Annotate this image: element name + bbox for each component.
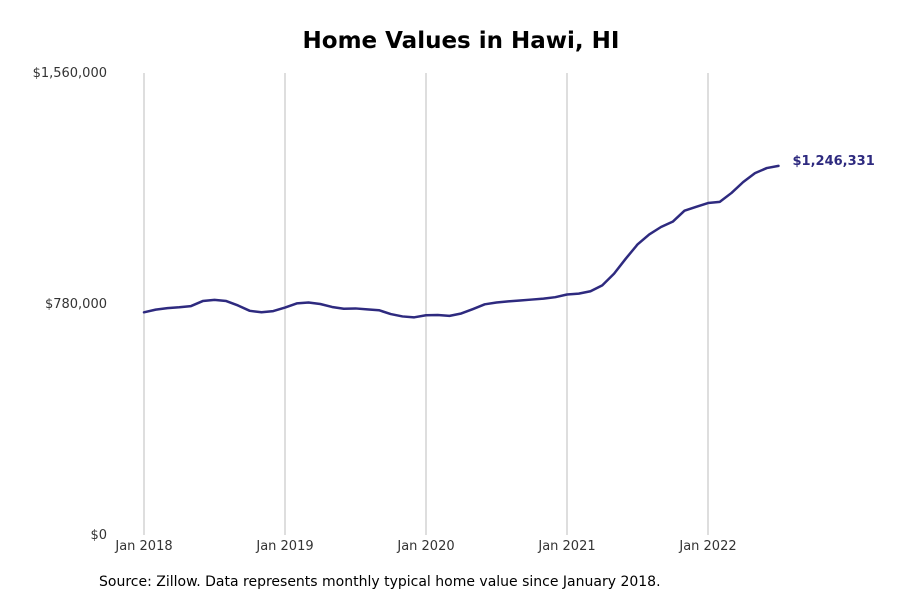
y-tick-label: $0: [90, 528, 107, 543]
chart-title: Home Values in Hawi, HI: [302, 28, 620, 54]
x-axis-tick-labels: Jan 2018 Jan 2019 Jan 2020 Jan 2021 Jan 2022: [114, 539, 736, 554]
source-note: Source: Zillow. Data represents monthly …: [99, 574, 661, 590]
x-tick-label: Jan 2020: [396, 539, 454, 554]
y-tick-label: $780,000: [45, 297, 107, 312]
vertical-gridlines: [143, 73, 709, 535]
x-tick-label: Jan 2018: [114, 539, 172, 554]
x-tick-label: Jan 2021: [537, 539, 595, 554]
home-value-line: [142, 164, 780, 319]
y-axis-tick-labels: $0 $780,000 $1,560,000: [33, 66, 107, 543]
latest-value-label: $1,246,331: [793, 154, 875, 169]
y-tick-label: $1,560,000: [33, 66, 107, 81]
x-tick-label: Jan 2022: [678, 539, 736, 554]
x-tick-label: Jan 2019: [255, 539, 313, 554]
